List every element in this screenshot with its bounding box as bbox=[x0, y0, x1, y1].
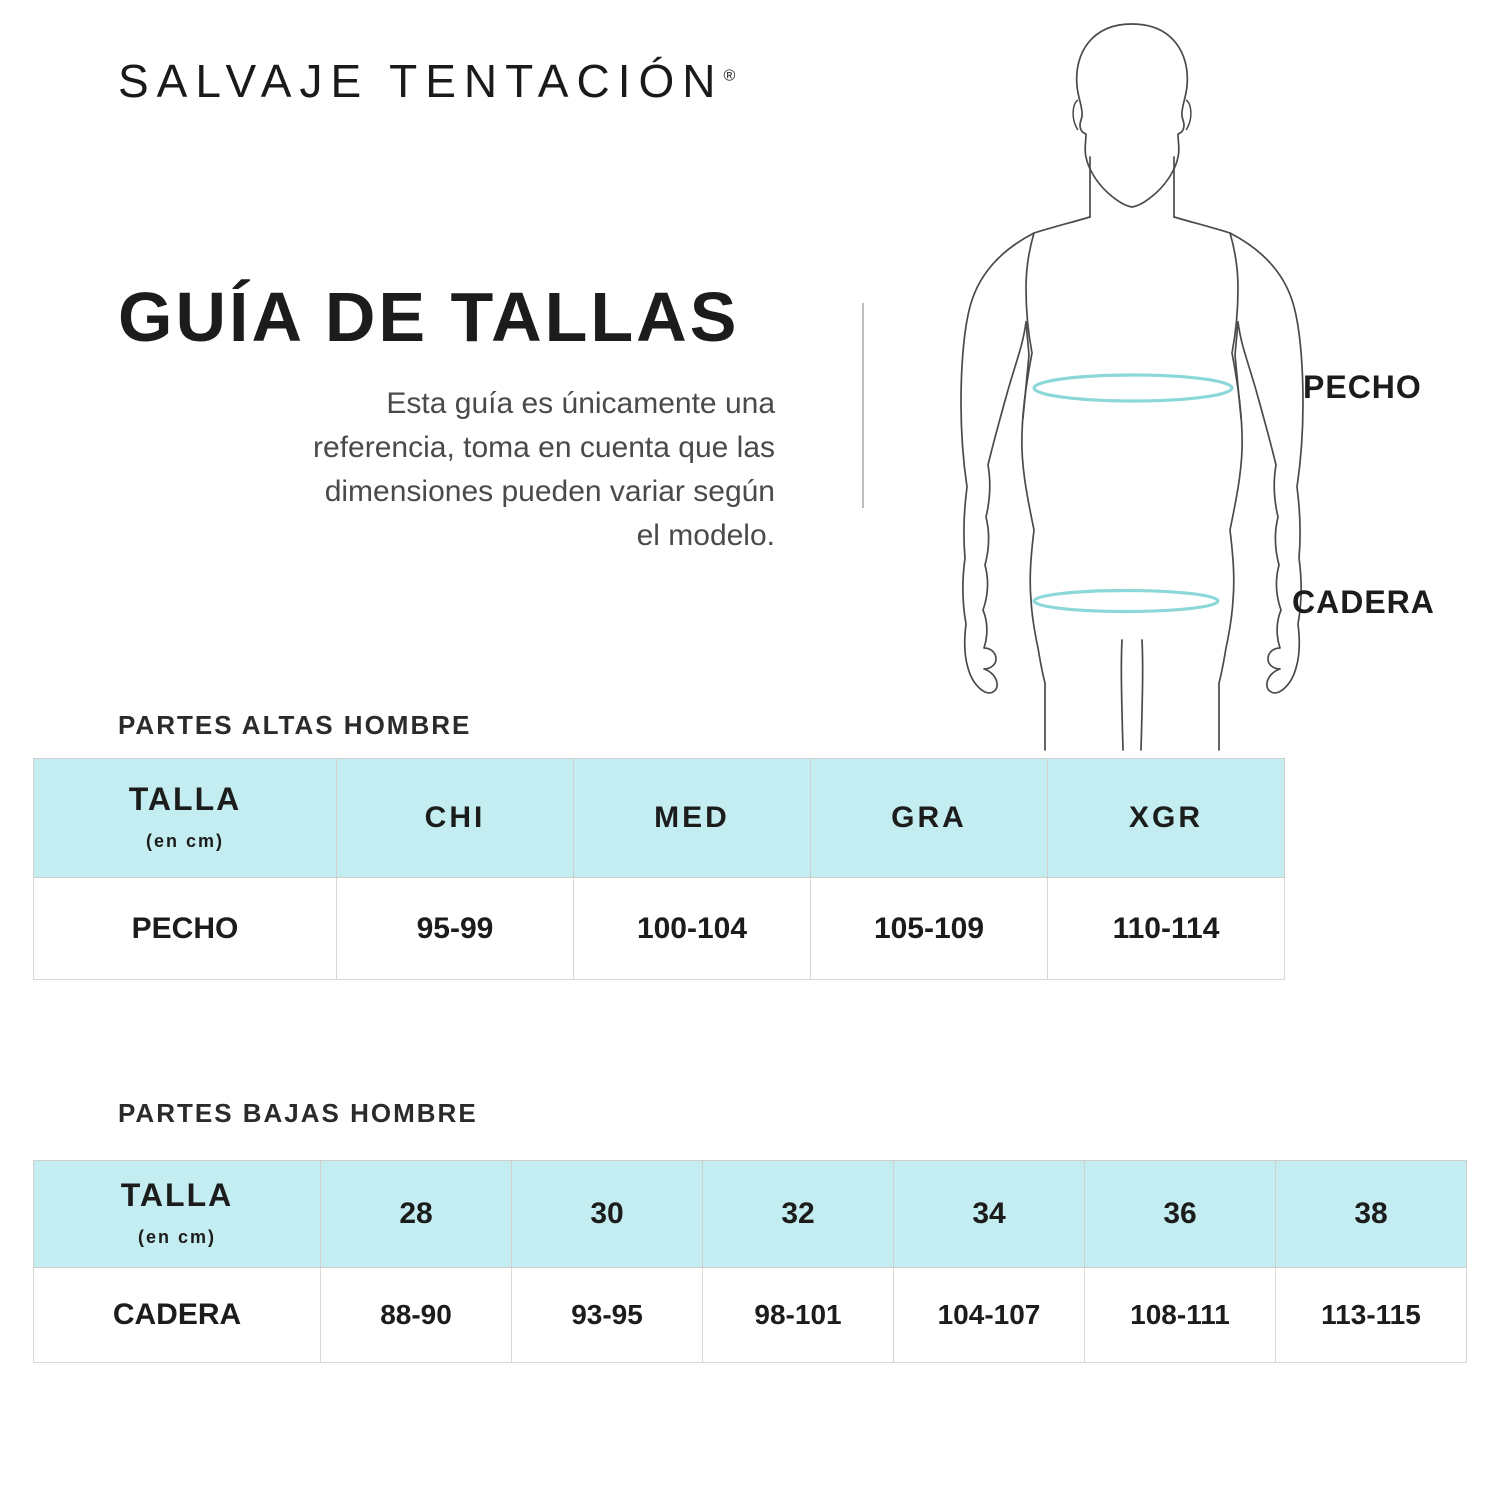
svg-text:PECHO: PECHO bbox=[1303, 369, 1422, 405]
svg-text:CADERA: CADERA bbox=[1292, 584, 1435, 620]
